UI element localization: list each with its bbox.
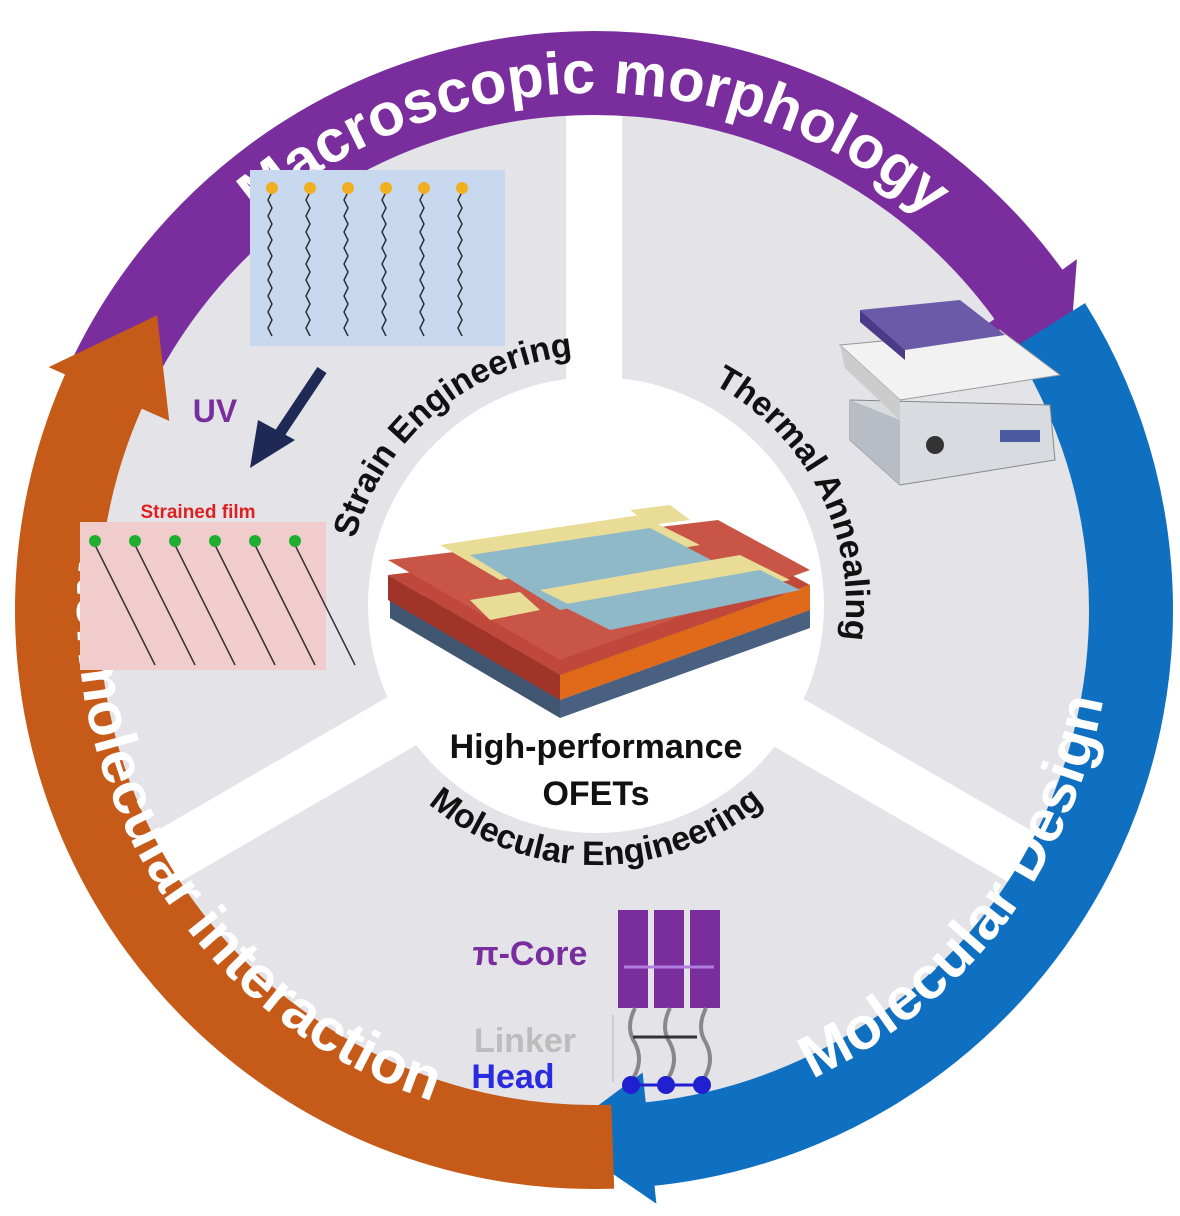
alkyl-chain: [174, 544, 236, 666]
head-group: [266, 182, 278, 194]
alkyl-chain: [419, 191, 425, 337]
alkyl-chain: [267, 191, 273, 337]
alkyl-chain: [294, 544, 356, 666]
uv-label: UV: [193, 393, 238, 429]
alkyl-chain: [94, 544, 156, 666]
linker-label: Linker: [474, 1022, 576, 1060]
cycle-ring: [15, 31, 1173, 1204]
head-group: [289, 535, 301, 547]
head-label: Head: [471, 1058, 554, 1096]
arc-macroscopic-morphology: [73, 31, 1069, 394]
center-title-line2: OFETs: [542, 775, 649, 813]
arc-intermolecular-interaction: [15, 365, 615, 1189]
hot-plate-image: [838, 300, 1062, 486]
head-group: [456, 182, 468, 194]
alkyl-chain: [254, 544, 316, 666]
head-group: [342, 182, 354, 194]
head-group: [89, 535, 101, 547]
head-group: [418, 182, 430, 194]
ofet-device-illustration: [388, 505, 810, 718]
alkyl-chain: [381, 191, 387, 337]
alkyl-chain: [305, 191, 311, 337]
head-group: [129, 535, 141, 547]
center-title-line1: High-performance: [450, 728, 743, 766]
alkyl-chain: [134, 544, 196, 666]
uv-arrow-icon: [250, 366, 327, 468]
strained-film-label: Strained film: [140, 502, 255, 523]
head-group: [304, 182, 316, 194]
head-group: [169, 535, 181, 547]
head-group: [209, 535, 221, 547]
pi-core-label: π-Core: [473, 935, 588, 973]
alkyl-chain: [343, 191, 349, 337]
alkyl-chain: [457, 191, 463, 337]
strained-film-illustration: [80, 522, 356, 670]
monolayer-illustration: [250, 170, 505, 346]
head-group: [249, 535, 261, 547]
alkyl-chain: [214, 544, 276, 666]
head-group: [380, 182, 392, 194]
arrowhead-orange: [48, 315, 170, 421]
arc-molecular-design: [637, 303, 1173, 1187]
molecule-schematic: [612, 910, 720, 1094]
